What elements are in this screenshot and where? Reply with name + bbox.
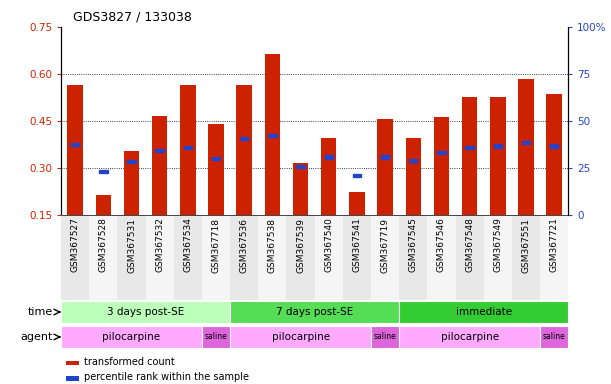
Text: saline: saline: [205, 333, 227, 341]
Bar: [212, 157, 221, 160]
Bar: [399, 215, 427, 300]
Bar: [343, 215, 371, 300]
Bar: [378, 119, 393, 215]
Text: GSM367527: GSM367527: [71, 218, 79, 273]
Text: GSM367546: GSM367546: [437, 218, 446, 273]
Bar: [258, 215, 287, 300]
Text: GSM367551: GSM367551: [521, 218, 530, 273]
Bar: [152, 116, 167, 215]
Text: 3 days post-SE: 3 days post-SE: [107, 307, 185, 317]
Text: GSM367545: GSM367545: [409, 218, 418, 273]
Text: pilocarpine: pilocarpine: [103, 332, 161, 342]
Bar: [437, 151, 445, 154]
Text: GSM367541: GSM367541: [353, 218, 362, 273]
Text: GSM367531: GSM367531: [127, 218, 136, 273]
Bar: [236, 85, 252, 215]
Bar: [71, 143, 79, 146]
Text: GSM367548: GSM367548: [465, 218, 474, 273]
Bar: [540, 215, 568, 300]
Bar: [540, 326, 568, 348]
Bar: [89, 215, 117, 300]
Text: percentile rank within the sample: percentile rank within the sample: [84, 372, 249, 382]
Bar: [61, 301, 230, 323]
Bar: [230, 326, 371, 348]
Bar: [287, 215, 315, 300]
Bar: [399, 326, 540, 348]
Text: saline: saline: [543, 333, 566, 341]
Bar: [462, 98, 477, 215]
Bar: [484, 215, 512, 300]
Bar: [522, 141, 530, 144]
Text: GSM367549: GSM367549: [493, 218, 502, 273]
Bar: [371, 326, 399, 348]
Text: GSM367539: GSM367539: [296, 218, 305, 273]
Bar: [66, 376, 79, 381]
Text: time: time: [27, 307, 53, 317]
Text: GSM367528: GSM367528: [99, 218, 108, 273]
Bar: [409, 159, 417, 162]
Text: agent: agent: [20, 332, 53, 342]
Text: pilocarpine: pilocarpine: [271, 332, 330, 342]
Bar: [61, 215, 89, 300]
Text: GSM367721: GSM367721: [550, 218, 558, 273]
Bar: [296, 165, 305, 168]
Text: GSM367534: GSM367534: [183, 218, 192, 273]
Bar: [518, 79, 534, 215]
Bar: [321, 138, 337, 215]
Bar: [230, 215, 258, 300]
Bar: [466, 146, 474, 149]
Bar: [371, 215, 399, 300]
Bar: [95, 195, 111, 215]
Text: GSM367718: GSM367718: [211, 218, 221, 273]
Text: GSM367536: GSM367536: [240, 218, 249, 273]
Bar: [494, 144, 502, 147]
Bar: [265, 53, 280, 215]
Text: GSM367532: GSM367532: [155, 218, 164, 273]
Bar: [180, 85, 196, 215]
Bar: [145, 215, 174, 300]
Bar: [202, 215, 230, 300]
Bar: [315, 215, 343, 300]
Text: GSM367538: GSM367538: [268, 218, 277, 273]
Bar: [184, 146, 192, 149]
Bar: [381, 156, 389, 159]
Text: pilocarpine: pilocarpine: [441, 332, 499, 342]
Bar: [117, 215, 145, 300]
Text: GSM367719: GSM367719: [381, 218, 390, 273]
Bar: [427, 215, 456, 300]
Bar: [546, 94, 562, 215]
Bar: [349, 192, 365, 215]
Bar: [61, 326, 202, 348]
Bar: [456, 215, 484, 300]
Bar: [124, 151, 139, 215]
Bar: [293, 163, 309, 215]
Bar: [66, 361, 79, 365]
Text: GDS3827 / 133038: GDS3827 / 133038: [73, 11, 192, 24]
Bar: [324, 156, 333, 159]
Bar: [512, 215, 540, 300]
Text: transformed count: transformed count: [84, 356, 175, 367]
Bar: [406, 138, 421, 215]
Bar: [399, 301, 568, 323]
Bar: [434, 117, 449, 215]
Bar: [127, 160, 136, 163]
Bar: [240, 137, 249, 140]
Bar: [174, 215, 202, 300]
Text: GSM367540: GSM367540: [324, 218, 333, 273]
Bar: [99, 170, 108, 173]
Bar: [202, 326, 230, 348]
Bar: [208, 124, 224, 215]
Bar: [230, 301, 399, 323]
Bar: [490, 98, 505, 215]
Text: saline: saline: [374, 333, 397, 341]
Bar: [353, 174, 361, 177]
Bar: [67, 85, 83, 215]
Text: 7 days post-SE: 7 days post-SE: [276, 307, 353, 317]
Text: immediate: immediate: [456, 307, 512, 317]
Bar: [268, 134, 277, 137]
Bar: [155, 149, 164, 152]
Bar: [550, 144, 558, 147]
